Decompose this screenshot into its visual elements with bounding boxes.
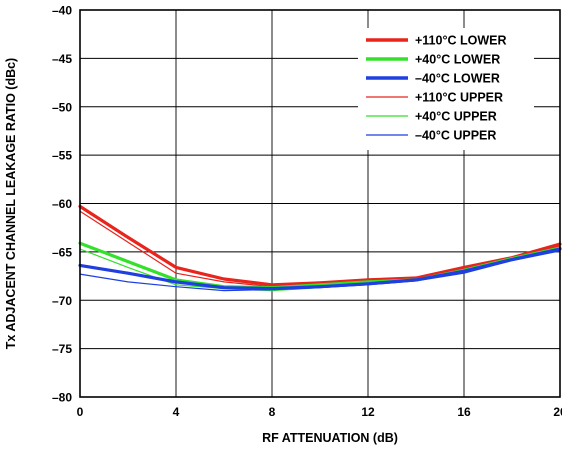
y-tick-labels: –40 –45 –50 –55 –60 –65 –70 –75 –80 bbox=[52, 4, 72, 405]
y-tick-label: –65 bbox=[52, 245, 72, 259]
series-lines bbox=[78, 204, 562, 292]
y-tick-label: –75 bbox=[52, 342, 72, 356]
x-tick-label: 4 bbox=[173, 405, 180, 419]
series-line bbox=[78, 247, 562, 291]
legend-label: +40°C UPPER bbox=[415, 110, 497, 124]
series-line bbox=[79, 210, 561, 288]
plot-frame bbox=[79, 9, 561, 398]
y-tick-label: –60 bbox=[52, 197, 72, 211]
legend-label: –40°C LOWER bbox=[415, 72, 500, 86]
y-tick-label: –40 bbox=[52, 4, 72, 18]
y-axis-title: Tx ADJACENT CHANNEL LEAKAGE RATIO (dBc) bbox=[4, 58, 18, 349]
series-line bbox=[78, 204, 562, 287]
legend-background bbox=[358, 28, 534, 150]
legend-label: –40°C UPPER bbox=[415, 129, 496, 143]
x-tick-label: 16 bbox=[457, 405, 471, 419]
y-tick-label: –50 bbox=[52, 100, 72, 114]
legend: +110°C LOWER +40°C LOWER –40°C LOWER +110°C… bbox=[358, 28, 534, 150]
legend-label: +110°C UPPER bbox=[415, 91, 503, 105]
x-tick-label: 0 bbox=[77, 405, 84, 419]
legend-label: +110°C LOWER bbox=[415, 34, 507, 48]
legend-label: +40°C LOWER bbox=[415, 53, 500, 67]
x-tick-label: 8 bbox=[269, 405, 276, 419]
y-tick-label: –55 bbox=[52, 149, 72, 163]
x-tick-label: 20 bbox=[553, 405, 562, 419]
y-tick-label: –70 bbox=[52, 294, 72, 308]
y-tick-label: –45 bbox=[52, 52, 72, 66]
y-tick-label: –80 bbox=[52, 391, 72, 405]
x-axis-title: RF ATTENUATION (dB) bbox=[262, 431, 398, 445]
x-tick-labels: 0 4 8 12 16 20 bbox=[77, 405, 562, 419]
x-tick-label: 12 bbox=[361, 405, 375, 419]
